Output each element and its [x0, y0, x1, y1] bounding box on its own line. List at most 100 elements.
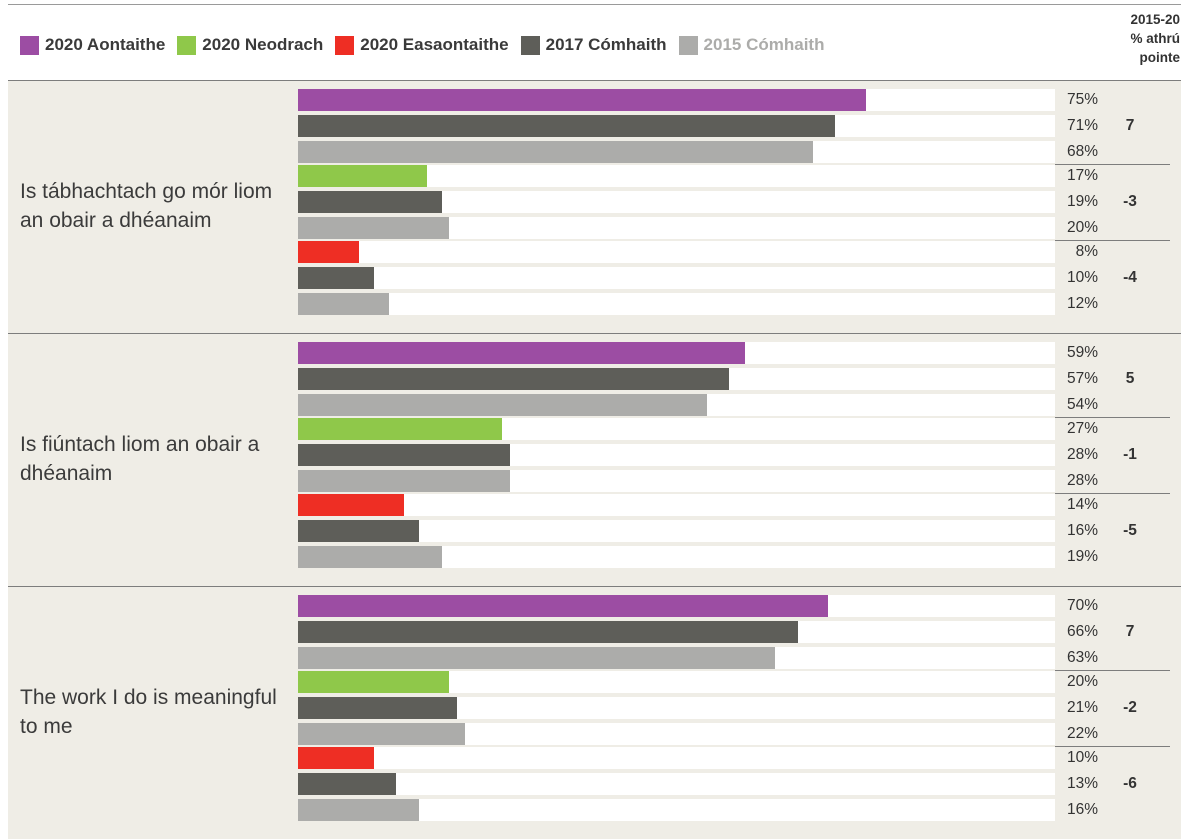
bar-value-label: 22%	[1066, 725, 1098, 742]
bar	[298, 494, 404, 516]
bar	[298, 621, 798, 643]
bar-row	[298, 267, 1058, 289]
change-header-line-1: 2015-20	[1130, 12, 1180, 27]
bar-row	[298, 747, 1058, 769]
question-label: The work I do is meaningful to me	[20, 686, 277, 738]
bar	[298, 217, 450, 239]
change-value: 5	[1125, 370, 1135, 387]
subgroup-separator	[1055, 746, 1170, 747]
legend-item: 2020 Aontaithe	[20, 35, 165, 55]
change-value: -4	[1123, 269, 1137, 286]
bar-row	[298, 773, 1058, 795]
bar	[298, 342, 745, 364]
bar	[298, 520, 420, 542]
question-label: Is tábhachtach go mór liom an obair a dh…	[20, 180, 273, 232]
bar-track	[298, 546, 1055, 568]
legend-item: 2020 Neodrach	[177, 35, 323, 55]
bar-value-label: 17%	[1066, 167, 1098, 184]
bar-row	[298, 697, 1058, 719]
bar-row	[298, 621, 1058, 643]
response-subgroup: 14% 16% 19% -5	[8, 493, 1181, 572]
bar-value-label: 59%	[1066, 344, 1098, 361]
bar-value-label: 54%	[1066, 396, 1098, 413]
response-subgroup: 10% 13% 16% -6	[8, 746, 1181, 825]
bar	[298, 444, 510, 466]
bar	[298, 647, 775, 669]
bar-value-label: 27%	[1066, 420, 1098, 437]
legend-item: 2017 Cómhaith	[520, 35, 667, 55]
bar-value-label: 68%	[1066, 143, 1098, 160]
change-value: 7	[1125, 117, 1135, 134]
bar	[298, 191, 442, 213]
bar	[298, 241, 359, 263]
change-header-line-3: pointe	[1139, 50, 1181, 65]
bar-track	[298, 217, 1055, 239]
bar	[298, 470, 510, 492]
bar-track	[298, 368, 1055, 390]
bar-track	[298, 115, 1055, 137]
change-value: -2	[1123, 699, 1137, 716]
bar-row	[298, 89, 1058, 111]
response-subgroup: 59% 57% 54% 5	[8, 342, 1181, 420]
subgroup-separator	[1055, 164, 1170, 165]
bar-value-label: 75%	[1066, 91, 1098, 108]
bar	[298, 546, 442, 568]
subgroup-separator	[1055, 417, 1170, 418]
response-subgroup: 27% 28% 28% -1	[8, 417, 1181, 496]
bar-row	[298, 647, 1058, 669]
bar	[298, 267, 374, 289]
legend-item: 2015 Cómhaith	[678, 35, 825, 55]
response-subgroup: 20% 21% 22% -2	[8, 670, 1181, 749]
bar-row	[298, 141, 1058, 163]
bar-track	[298, 418, 1055, 440]
bar-track	[298, 293, 1055, 315]
bar-track	[298, 141, 1055, 163]
bar-value-label: 28%	[1066, 472, 1098, 489]
subgroup-separator	[1055, 240, 1170, 241]
bar-track	[298, 494, 1055, 516]
bar-track	[298, 671, 1055, 693]
change-value: -1	[1123, 446, 1137, 463]
bar-value-label: 21%	[1066, 699, 1098, 716]
bar-row	[298, 342, 1058, 364]
bar-value-label: 28%	[1066, 446, 1098, 463]
bar-value-label: 16%	[1066, 522, 1098, 539]
bar	[298, 723, 465, 745]
bar	[298, 697, 457, 719]
bar-row	[298, 394, 1058, 416]
bar-track	[298, 165, 1055, 187]
chart-body: Is tábhachtach go mór liom an obair a dh…	[8, 80, 1181, 839]
bar-row	[298, 520, 1058, 542]
bar-row	[298, 595, 1058, 617]
change-column-header: 2015-20 % athrú pointe	[1112, 10, 1180, 67]
change-value: -3	[1123, 193, 1137, 210]
legend-label: 2017 Cómhaith	[545, 35, 667, 54]
change-value: -5	[1123, 522, 1137, 539]
bar-track	[298, 723, 1055, 745]
bar-row	[298, 546, 1058, 568]
bar-row	[298, 293, 1058, 315]
bar-row	[298, 799, 1058, 821]
legend-label: 2020 Aontaithe	[45, 35, 166, 54]
legend-swatch	[678, 35, 698, 55]
bar-track	[298, 191, 1055, 213]
bar-value-label: 57%	[1066, 370, 1098, 387]
bar	[298, 293, 389, 315]
subgroup-separator	[1055, 493, 1170, 494]
bar	[298, 418, 503, 440]
bar-track	[298, 799, 1055, 821]
bar-track	[298, 697, 1055, 719]
bar	[298, 115, 836, 137]
bar-row	[298, 217, 1058, 239]
legend-label: 2015 Cómhaith	[703, 35, 825, 54]
bar-row	[298, 723, 1058, 745]
question-label: Is fiúntach liom an obair a dhéanaim	[20, 433, 260, 485]
bar-row	[298, 418, 1058, 440]
bar-row	[298, 470, 1058, 492]
bar-row	[298, 368, 1058, 390]
subgroup-separator	[1055, 670, 1170, 671]
bar-track	[298, 342, 1055, 364]
bar-value-label: 66%	[1066, 623, 1098, 640]
bar-track	[298, 647, 1055, 669]
